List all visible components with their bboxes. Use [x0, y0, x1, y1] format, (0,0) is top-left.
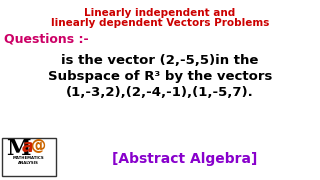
FancyBboxPatch shape — [2, 138, 56, 176]
Text: a: a — [22, 138, 34, 156]
Text: is the vector (2,-5,5)in the: is the vector (2,-5,5)in the — [61, 54, 259, 67]
Text: @: @ — [31, 138, 46, 153]
Text: Linearly independent and: Linearly independent and — [84, 8, 236, 18]
Text: (1,-3,2),(2,-4,-1),(1,-5,7).: (1,-3,2),(2,-4,-1),(1,-5,7). — [66, 86, 254, 99]
Text: linearly dependent Vectors Problems: linearly dependent Vectors Problems — [51, 18, 269, 28]
Text: [Abstract Algebra]: [Abstract Algebra] — [112, 152, 258, 166]
Text: Subspace of R³ by the vectors: Subspace of R³ by the vectors — [48, 70, 272, 83]
Bar — [2, 138, 56, 176]
Text: Questions :-: Questions :- — [4, 32, 89, 45]
Text: ANALYSIS: ANALYSIS — [18, 161, 38, 165]
Text: M: M — [6, 138, 30, 160]
Text: MATHEMATICS: MATHEMATICS — [12, 156, 44, 160]
